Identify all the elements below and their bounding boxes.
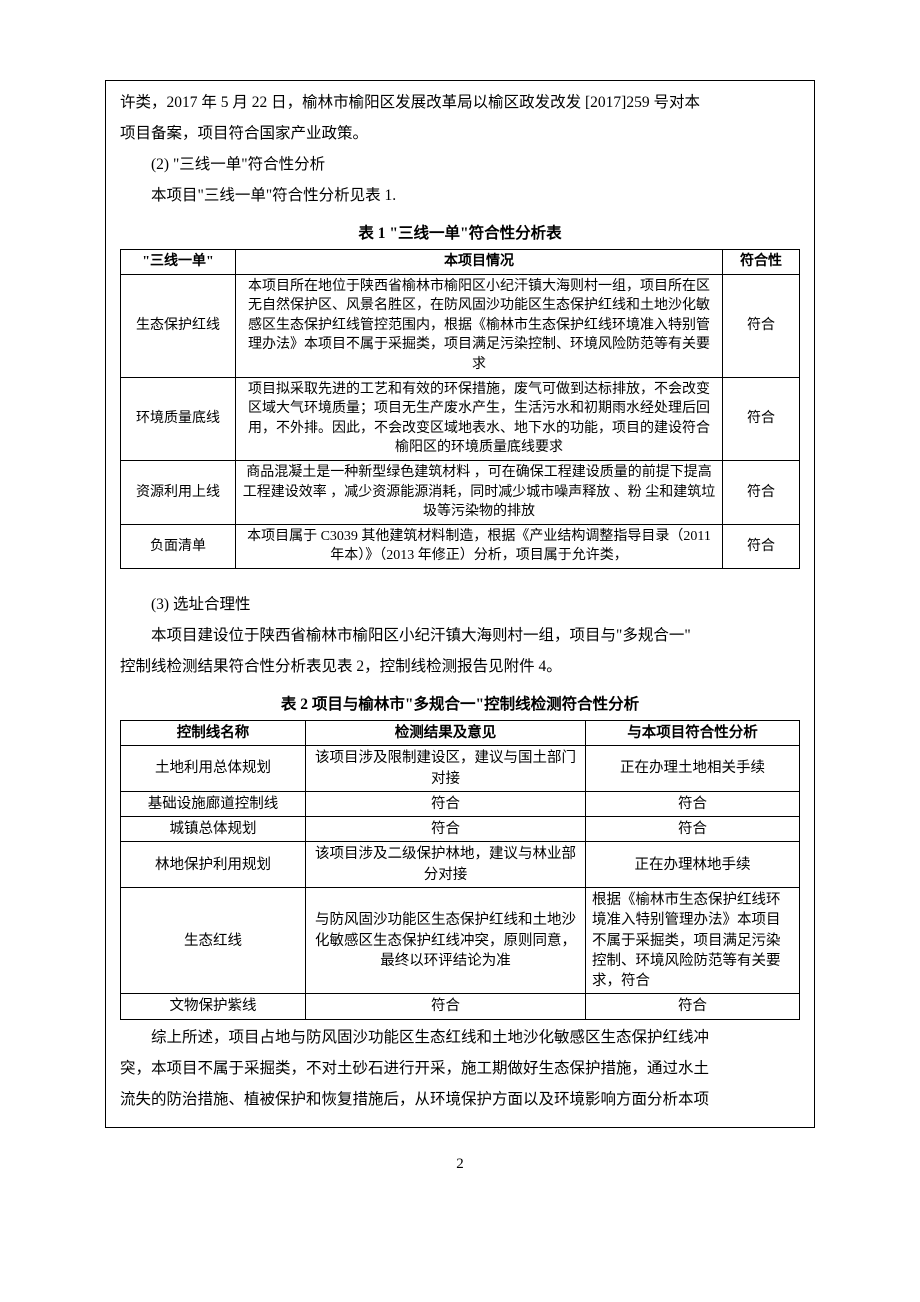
table-cell: 本项目所在地位于陕西省榆林市榆阳区小纪汗镇大海则村一组，项目所在区无自然保护区、… — [236, 274, 723, 377]
table-header-cell: "三线一单" — [121, 250, 236, 275]
table-cell: 项目拟采取先进的工艺和有效的环保措施，废气可做到达标排放，不会改变区域大气环境质… — [236, 377, 723, 460]
table-row: 负面清单 本项目属于 C3039 其他建筑材料制造，根据《产业结构调整指导目录（… — [121, 524, 800, 568]
table1: "三线一单" 本项目情况 符合性 生态保护红线 本项目所在地位于陕西省榆林市榆阳… — [120, 249, 800, 569]
table-cell: 本项目属于 C3039 其他建筑材料制造，根据《产业结构调整指导目录（2011 … — [236, 524, 723, 568]
table-cell: 符合 — [586, 817, 800, 842]
table-cell: 资源利用上线 — [121, 460, 236, 524]
table-cell: 土地利用总体规划 — [121, 746, 306, 792]
paragraph-line: 项目备案，项目符合国家产业政策。 — [120, 118, 800, 149]
table-row: 资源利用上线 商品混凝土是一种新型绿色建筑材料 ，可在确保工程建设质量的前提下提… — [121, 460, 800, 524]
paragraph-line: 突，本项目不属于采掘类，不对土砂石进行开采，施工期做好生态保护措施，通过水土 — [120, 1053, 800, 1084]
table-row: 生态保护红线 本项目所在地位于陕西省榆林市榆阳区小纪汗镇大海则村一组，项目所在区… — [121, 274, 800, 377]
table2-title: 表 2 项目与榆林市"多规合一"控制线检测符合性分析 — [120, 692, 800, 714]
table-row: 环境质量底线 项目拟采取先进的工艺和有效的环保措施，废气可做到达标排放，不会改变… — [121, 377, 800, 460]
table-cell: 林地保护利用规划 — [121, 842, 306, 888]
table-cell: 基础设施廊道控制线 — [121, 791, 306, 816]
table-cell: 根据《榆林市生态保护红线环境准入特别管理办法》本项目不属于采掘类，项目满足污染控… — [586, 887, 800, 993]
table-header-row: "三线一单" 本项目情况 符合性 — [121, 250, 800, 275]
table-cell: 生态红线 — [121, 887, 306, 993]
table-cell: 正在办理土地相关手续 — [586, 746, 800, 792]
table-cell: 符合 — [306, 817, 586, 842]
table-cell: 负面清单 — [121, 524, 236, 568]
table-header-cell: 与本项目符合性分析 — [586, 720, 800, 745]
paragraph-line: 本项目建设位于陕西省榆林市榆阳区小纪汗镇大海则村一组，项目与"多规合一" — [120, 620, 800, 651]
table-cell: 符合 — [306, 994, 586, 1019]
paragraph-line: (3) 选址合理性 — [120, 589, 800, 620]
table-cell: 该项目涉及二级保护林地，建议与林业部分对接 — [306, 842, 586, 888]
content-frame: 许类，2017 年 5 月 22 日，榆林市榆阳区发展改革局以榆区政发改发 [2… — [105, 80, 815, 1128]
table-header-cell: 控制线名称 — [121, 720, 306, 745]
table-row: 生态红线 与防风固沙功能区生态保护红线和土地沙化敏感区生态保护红线冲突，原则同意… — [121, 887, 800, 993]
table-header-cell: 符合性 — [723, 250, 800, 275]
table-cell: 该项目涉及限制建设区，建议与国土部门对接 — [306, 746, 586, 792]
table-cell: 商品混凝土是一种新型绿色建筑材料 ，可在确保工程建设质量的前提下提高工程建设效率… — [236, 460, 723, 524]
table-cell: 文物保护紫线 — [121, 994, 306, 1019]
table-row: 土地利用总体规划 该项目涉及限制建设区，建议与国土部门对接 正在办理土地相关手续 — [121, 746, 800, 792]
table-header-cell: 检测结果及意见 — [306, 720, 586, 745]
table-cell: 符合 — [306, 791, 586, 816]
table-row: 文物保护紫线 符合 符合 — [121, 994, 800, 1019]
table-cell: 符合 — [586, 994, 800, 1019]
table-cell: 与防风固沙功能区生态保护红线和土地沙化敏感区生态保护红线冲突，原则同意，最终以环… — [306, 887, 586, 993]
page-number: 2 — [105, 1156, 815, 1173]
table-cell: 符合 — [586, 791, 800, 816]
table-row: 基础设施廊道控制线 符合 符合 — [121, 791, 800, 816]
table-cell: 正在办理林地手续 — [586, 842, 800, 888]
paragraph-line: 控制线检测结果符合性分析表见表 2，控制线检测报告见附件 4。 — [120, 651, 800, 682]
table-cell: 城镇总体规划 — [121, 817, 306, 842]
paragraph-line: 流失的防治措施、植被保护和恢复措施后，从环境保护方面以及环境影响方面分析本项 — [120, 1084, 800, 1115]
paragraph-line: 综上所述，项目占地与防风固沙功能区生态红线和土地沙化敏感区生态保护红线冲 — [120, 1022, 800, 1053]
page-container: 许类，2017 年 5 月 22 日，榆林市榆阳区发展改革局以榆区政发改发 [2… — [0, 0, 920, 1213]
table-cell: 符合 — [723, 460, 800, 524]
table-cell: 环境质量底线 — [121, 377, 236, 460]
spacer — [120, 575, 800, 589]
table-header-cell: 本项目情况 — [236, 250, 723, 275]
table-header-row: 控制线名称 检测结果及意见 与本项目符合性分析 — [121, 720, 800, 745]
paragraph-line: (2) "三线一单"符合性分析 — [120, 149, 800, 180]
table-cell: 符合 — [723, 377, 800, 460]
table1-title: 表 1 "三线一单"符合性分析表 — [120, 221, 800, 243]
table-cell: 生态保护红线 — [121, 274, 236, 377]
table-cell: 符合 — [723, 274, 800, 377]
paragraph-line: 许类，2017 年 5 月 22 日，榆林市榆阳区发展改革局以榆区政发改发 [2… — [120, 87, 800, 118]
paragraph-line: 本项目"三线一单"符合性分析见表 1. — [120, 180, 800, 211]
table-row: 林地保护利用规划 该项目涉及二级保护林地，建议与林业部分对接 正在办理林地手续 — [121, 842, 800, 888]
table-row: 城镇总体规划 符合 符合 — [121, 817, 800, 842]
table2: 控制线名称 检测结果及意见 与本项目符合性分析 土地利用总体规划 该项目涉及限制… — [120, 720, 800, 1020]
table-cell: 符合 — [723, 524, 800, 568]
